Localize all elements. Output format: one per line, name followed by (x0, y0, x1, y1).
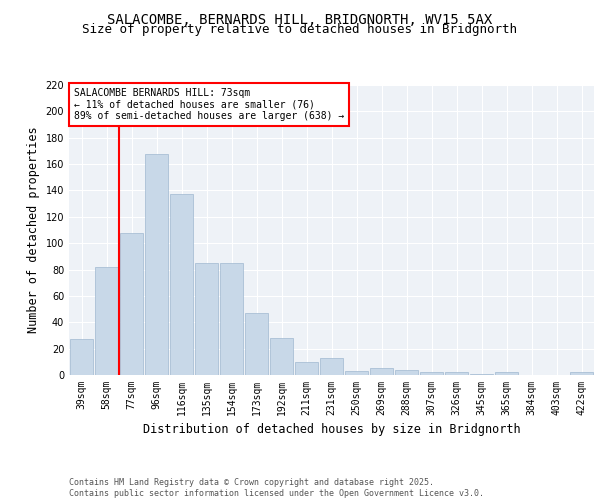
Bar (245, 313, 268, 375)
Bar (320, 358, 343, 375)
Bar (70, 340, 94, 375)
Bar (395, 370, 418, 375)
X-axis label: Distribution of detached houses by size in Bridgnorth: Distribution of detached houses by size … (143, 424, 520, 436)
Bar (569, 372, 593, 375)
Bar (370, 368, 394, 375)
Text: Contains HM Land Registry data © Crown copyright and database right 2025.
Contai: Contains HM Land Registry data © Crown c… (69, 478, 484, 498)
Text: SALACOMBE BERNARDS HILL: 73sqm
← 11% of detached houses are smaller (76)
89% of : SALACOMBE BERNARDS HILL: 73sqm ← 11% of … (74, 88, 344, 121)
Bar (194, 263, 218, 375)
Text: Size of property relative to detached houses in Bridgnorth: Size of property relative to detached ho… (83, 24, 517, 36)
Bar (494, 372, 518, 375)
Bar (145, 154, 169, 375)
Y-axis label: Number of detached properties: Number of detached properties (27, 126, 40, 334)
Bar (269, 338, 293, 375)
Bar (470, 374, 493, 375)
Bar (170, 194, 193, 375)
Bar (119, 232, 143, 375)
Bar (344, 371, 368, 375)
Bar (95, 267, 118, 375)
Text: SALACOMBE, BERNARDS HILL, BRIDGNORTH, WV15 5AX: SALACOMBE, BERNARDS HILL, BRIDGNORTH, WV… (107, 12, 493, 26)
Bar (295, 362, 319, 375)
Bar (419, 372, 443, 375)
Bar (220, 263, 244, 375)
Bar (445, 372, 469, 375)
